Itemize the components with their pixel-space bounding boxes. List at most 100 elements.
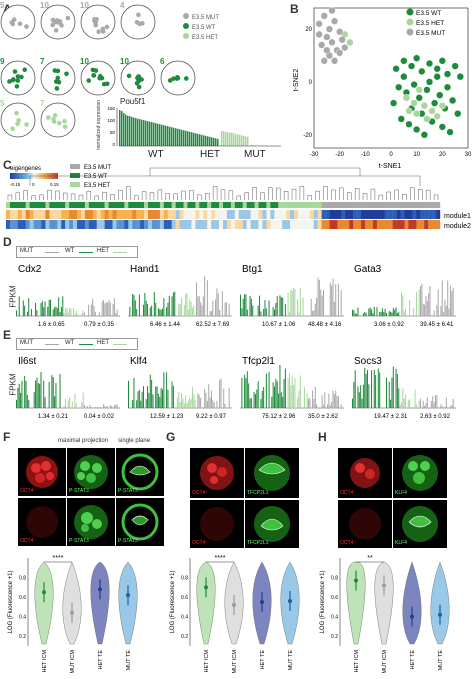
tsne-point-1-1 [410, 99, 418, 107]
panelE-bar-0-35 [63, 405, 65, 408]
panelE-bar-3-55 [426, 397, 428, 408]
tsne-point-0-5 [425, 59, 434, 68]
panelD-bar-1-11 [142, 304, 144, 316]
panelD-bar-1-44 [187, 309, 189, 316]
hm-m2-cell-44 [179, 220, 184, 229]
panelE-bar-2-4 [245, 378, 247, 408]
panelD-bar-3-51 [421, 283, 423, 316]
pou5f1-bar-WT-42 [203, 135, 205, 146]
panelE-bar-2-33 [284, 368, 286, 408]
panelD-bar-1-60 [209, 311, 211, 316]
panelE-bar-0-18 [40, 372, 42, 408]
panelE-bar-0-16 [37, 382, 39, 408]
hm-m1-cell-86 [345, 210, 350, 219]
embryo-cell-9-2 [15, 121, 20, 127]
panelD-bar-0-45 [77, 313, 79, 316]
panelD-bar-1-39 [181, 297, 183, 316]
panelD-bar-1-4 [133, 294, 135, 316]
panelE-bar-2-3 [244, 374, 246, 408]
embryo-cell-4-3 [7, 79, 12, 84]
hm-m1-cell-103 [412, 210, 417, 219]
pou5f1-group-mut: MUT [244, 149, 266, 160]
hm-group-cell-10 [45, 202, 50, 208]
hm-m2-cell-100 [400, 220, 405, 229]
tsne-point-2-0 [315, 20, 323, 28]
hm-m2-cell-52 [211, 220, 216, 229]
hm-m1-cell-0 [6, 210, 11, 219]
panelE-bar-2-35 [287, 377, 289, 408]
violin-cat-2-0: HET ICM [354, 650, 360, 673]
d-legend-het: HET [97, 248, 109, 254]
embryo-cell-10-5 [62, 124, 68, 130]
hm-m2-cell-89 [357, 220, 362, 229]
hm-group-cell-92 [368, 202, 374, 208]
hm-m2-cell-0 [6, 220, 11, 229]
tsne-point-1-6 [423, 115, 431, 123]
tsne-xtick-6: 30 [465, 152, 472, 158]
f-micro-pstat3-max-2-cells [74, 505, 108, 539]
hm-m2-cell-61 [246, 220, 251, 229]
panelD-bar-1-72 [225, 302, 227, 316]
f-micro-pstat3-max: P-STAT3 [67, 448, 115, 496]
hm-m1-cell-55 [223, 210, 228, 219]
panelE-bar-1-7 [137, 391, 139, 408]
heatmap-module2-row [6, 220, 441, 229]
panelD-bar-0-42 [73, 307, 75, 316]
panelE-bar-1-0 [128, 380, 130, 408]
pou5f1-bar-WT-0 [119, 110, 121, 146]
hm-m2-cell-50 [203, 220, 208, 229]
hm-m1-cell-30 [124, 210, 129, 219]
panelD-bar-1-26 [163, 298, 165, 316]
violin-ytick-1-3: 0.2 [181, 634, 188, 640]
panel-label-b: B [290, 2, 299, 16]
hm-group-cell-46 [187, 202, 192, 208]
panelD-bar-1-1 [129, 306, 131, 316]
panelE-bar-0-24 [48, 381, 50, 408]
hm-group-cell-101 [404, 202, 409, 208]
tsne-point-1-4 [428, 107, 436, 115]
panelD-bar-3-3 [356, 313, 358, 316]
tsne-point-0-30 [425, 78, 434, 86]
row-label-module1: module1 [444, 213, 471, 220]
violin-cat-0-0: HET ICM [42, 650, 48, 673]
pou5f1-bars [119, 110, 281, 147]
hm-m2-cell-5 [25, 220, 30, 229]
hm-m2-cell-95 [380, 220, 385, 229]
panelD-bar-3-47 [415, 291, 417, 316]
hm-group-cell-69 [278, 202, 283, 208]
panelE-bar-1-17 [151, 379, 153, 408]
tsne-point-2-2 [325, 25, 334, 33]
hm-m1-cell-70 [282, 210, 287, 219]
panelE-bar-3-1 [353, 381, 355, 408]
violin-cat-2-2: HET TE [410, 650, 416, 670]
panelE-bar-3-8 [362, 384, 364, 408]
hm-m2-cell-12 [53, 220, 58, 229]
pou5f1-bar-HET-9 [239, 134, 241, 146]
panelD-bar-1-22 [157, 308, 159, 316]
panelE-bar-1-3 [132, 399, 134, 408]
panelE-bar-1-68 [220, 378, 222, 408]
hm-group-cell-52 [211, 202, 216, 208]
hm-m2-cell-37 [151, 220, 157, 229]
panelE-bar-1-63 [213, 402, 215, 408]
e-legend-wt: WT [65, 340, 75, 346]
panelD-bar-3-9 [364, 312, 366, 316]
embryo-2 [80, 4, 116, 40]
hm-group-cell-18 [77, 202, 82, 208]
panelE-bar-0-20 [43, 380, 45, 408]
panelE-bar-1-49 [194, 399, 196, 408]
legend-wt-label: E3.5 WT [192, 25, 216, 31]
pou5f1-bar-WT-3 [125, 114, 127, 146]
hm-group-cell-39 [159, 202, 165, 208]
panelD-bar-1-65 [216, 288, 218, 316]
hm-group-cell-98 [392, 202, 397, 208]
tsne-xtick-3: 0 [389, 152, 393, 158]
violin-ytick-1-0: 0.8 [181, 576, 188, 582]
panelD-bar-1-3 [132, 294, 134, 316]
embryo-cell-4-1 [19, 74, 24, 80]
panelD-bar-2-21 [268, 300, 270, 316]
pou5f1-bar-WT-6 [131, 116, 133, 146]
panelD-bar-3-49 [418, 289, 420, 316]
hm-m1-cell-50 [203, 210, 208, 219]
g-micro-tfcp2l1-cells [254, 455, 290, 491]
